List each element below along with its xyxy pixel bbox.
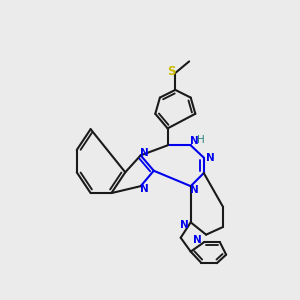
Text: N: N <box>140 148 149 158</box>
Text: N: N <box>193 235 202 245</box>
Text: N: N <box>140 184 149 194</box>
Text: N: N <box>190 185 199 195</box>
Text: H: H <box>197 135 205 145</box>
Text: N: N <box>180 220 189 230</box>
Text: N: N <box>190 136 199 146</box>
Text: S: S <box>167 65 176 78</box>
Text: N: N <box>206 153 214 163</box>
